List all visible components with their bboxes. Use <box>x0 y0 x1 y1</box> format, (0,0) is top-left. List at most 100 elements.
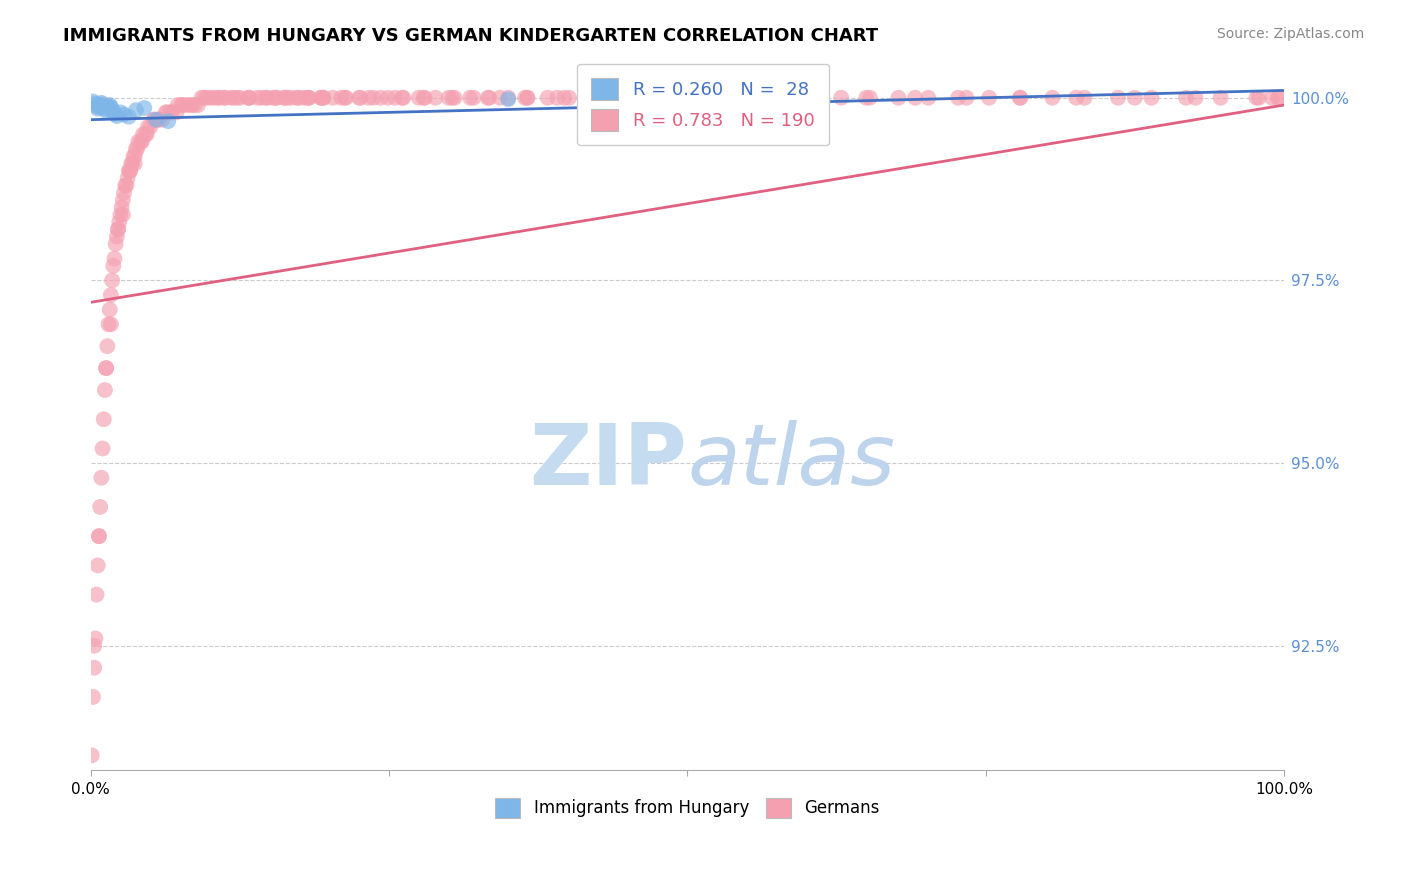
Point <box>647 91 669 105</box>
Point <box>546 91 568 105</box>
Point <box>443 91 465 105</box>
Point <box>298 91 321 105</box>
Point <box>205 91 228 105</box>
Point <box>84 96 107 111</box>
Point <box>160 105 183 120</box>
Point <box>114 178 136 193</box>
Point <box>94 361 117 376</box>
Point <box>536 91 558 105</box>
Point <box>596 91 619 105</box>
Point <box>122 149 145 163</box>
Point <box>87 102 110 116</box>
Point <box>105 229 128 244</box>
Point <box>174 98 197 112</box>
Point <box>115 178 138 193</box>
Point <box>276 91 298 105</box>
Point <box>187 98 209 112</box>
Point <box>1123 91 1146 105</box>
Point <box>803 91 825 105</box>
Point <box>96 99 118 113</box>
Point <box>413 91 436 105</box>
Point <box>478 91 501 105</box>
Point <box>458 91 481 105</box>
Point <box>89 500 111 514</box>
Point <box>93 412 115 426</box>
Point <box>298 91 321 105</box>
Point <box>97 318 120 332</box>
Point <box>246 91 269 105</box>
Point <box>489 91 512 105</box>
Point <box>166 105 188 120</box>
Point <box>292 91 315 105</box>
Point <box>214 91 236 105</box>
Point <box>683 91 706 105</box>
Point <box>107 222 129 236</box>
Point <box>749 91 772 105</box>
Point <box>558 91 581 105</box>
Point <box>349 91 371 105</box>
Point <box>513 91 536 105</box>
Point <box>274 91 297 105</box>
Text: Source: ZipAtlas.com: Source: ZipAtlas.com <box>1216 27 1364 41</box>
Point <box>157 114 180 128</box>
Point <box>287 91 309 105</box>
Point <box>83 639 105 653</box>
Point <box>672 91 695 105</box>
Point <box>105 109 128 123</box>
Point <box>579 91 602 105</box>
Point <box>100 288 122 302</box>
Point <box>87 558 110 573</box>
Point <box>159 105 181 120</box>
Point <box>90 471 112 485</box>
Point <box>412 91 434 105</box>
Point <box>693 91 716 105</box>
Point <box>425 91 447 105</box>
Point <box>887 91 910 105</box>
Point <box>132 128 155 142</box>
Point <box>643 91 665 105</box>
Point <box>195 91 218 105</box>
Point <box>273 91 295 105</box>
Point <box>146 112 169 127</box>
Point <box>347 91 370 105</box>
Point <box>357 91 380 105</box>
Point <box>312 91 335 105</box>
Point <box>477 91 499 105</box>
Legend: Immigrants from Hungary, Germans: Immigrants from Hungary, Germans <box>488 791 886 825</box>
Point <box>84 632 107 646</box>
Point <box>202 91 225 105</box>
Point <box>238 91 260 105</box>
Point <box>765 91 787 105</box>
Point <box>377 91 399 105</box>
Point <box>124 156 146 170</box>
Point <box>120 156 142 170</box>
Text: atlas: atlas <box>688 420 896 503</box>
Point <box>101 103 124 117</box>
Point <box>94 383 117 397</box>
Point <box>90 95 112 110</box>
Point <box>155 105 177 120</box>
Point <box>1267 91 1289 105</box>
Text: ZIP: ZIP <box>530 420 688 503</box>
Point <box>496 92 519 106</box>
Point <box>1246 91 1268 105</box>
Point <box>112 186 135 200</box>
Point <box>100 100 122 114</box>
Point <box>859 91 882 105</box>
Point <box>125 103 148 118</box>
Point <box>87 529 110 543</box>
Point <box>723 91 745 105</box>
Point <box>808 91 831 105</box>
Point <box>97 101 120 115</box>
Point <box>139 120 162 134</box>
Point <box>142 112 165 127</box>
Point <box>214 91 236 105</box>
Point <box>624 91 647 105</box>
Point <box>648 91 671 105</box>
Point <box>193 91 215 105</box>
Point <box>1247 91 1270 105</box>
Point <box>83 661 105 675</box>
Point <box>127 135 149 149</box>
Point <box>222 91 245 105</box>
Point <box>125 142 148 156</box>
